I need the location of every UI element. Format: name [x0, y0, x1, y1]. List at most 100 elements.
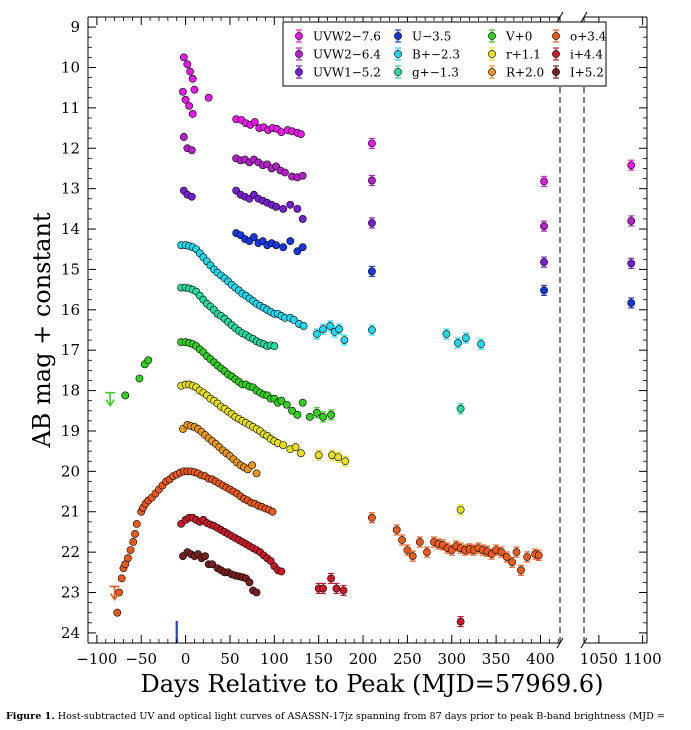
data-point [334, 453, 343, 462]
legend-label: r+1.1 [506, 48, 541, 62]
legend-label: V+0 [505, 30, 532, 44]
data-point [442, 330, 451, 338]
legend-entry: I+5.2 [552, 65, 604, 80]
y-tick-label: 24 [61, 624, 80, 642]
light-curve-chart: 9 10 11 12 13 14 15 16 17 18 19 20 21 22 23 24 −100 −50 0 5… [28, 11, 662, 698]
legend-marker [488, 32, 496, 40]
y-tick-label: 13 [61, 180, 80, 198]
legend-label: B+−2.3 [412, 48, 460, 62]
y-tick-label: 16 [61, 301, 80, 319]
y-tick-label: 10 [61, 58, 80, 76]
data-point [293, 410, 302, 419]
x-tick-label: −100 [76, 650, 117, 668]
y-tick-label: 20 [61, 462, 80, 480]
data-point [392, 526, 401, 534]
data-point [279, 243, 288, 252]
arrow-head [105, 399, 115, 408]
legend: UVW2−7.6 UVW2−6.4 UVW1−5.2 U−3.5 B+−2.3 g+−1.… [282, 21, 607, 87]
data-point [187, 146, 196, 155]
upper-limit-arrow [105, 391, 116, 408]
data-point [340, 336, 349, 344]
legend-entry: B+−2.3 [394, 47, 460, 62]
y-tick-label: 14 [61, 220, 80, 238]
data-point [115, 588, 123, 597]
break-mark [580, 11, 588, 23]
data-point [456, 404, 465, 413]
data-point [282, 400, 291, 409]
series-4 [177, 241, 485, 350]
x-tick-label: 1050 [580, 650, 618, 668]
data-point [252, 469, 261, 478]
y-tick-label: 19 [61, 422, 80, 440]
legend-label: UVW1−5.2 [313, 66, 381, 80]
data-point [540, 258, 548, 267]
upper-limit-arrow [109, 585, 120, 601]
data-point [293, 204, 302, 213]
data-point [627, 299, 636, 307]
series-5 [177, 283, 465, 415]
series-3 [232, 229, 636, 309]
data-point [144, 356, 153, 365]
y-axis-label: AB mag + constant [28, 212, 56, 448]
data-point [368, 176, 376, 185]
data-point [113, 608, 122, 617]
data-point [313, 330, 321, 338]
data-point [279, 441, 288, 450]
data-point [126, 546, 135, 555]
data-point [423, 548, 431, 557]
x-tick-label: 250 [393, 650, 422, 668]
data-point [368, 219, 376, 227]
data-point [339, 586, 348, 595]
data-point [268, 507, 277, 516]
data-point [250, 233, 258, 242]
legend-marker [394, 32, 402, 40]
data-point [288, 406, 296, 415]
data-point [408, 552, 417, 561]
x-tick-label: 350 [482, 650, 511, 668]
data-point [272, 202, 280, 211]
data-point [305, 412, 314, 421]
legend-marker [488, 50, 496, 58]
series-1 [179, 133, 636, 232]
legend-marker [552, 68, 560, 76]
legend-marker [394, 68, 402, 76]
data-point [291, 443, 300, 452]
series-11 [179, 548, 261, 597]
caption-label: Figure 1. [6, 711, 55, 722]
data-point [540, 286, 548, 295]
data-point [298, 243, 307, 252]
legend-entry: g+−1.3 [394, 65, 459, 80]
data-point [627, 217, 636, 225]
data-point [298, 171, 307, 180]
legend-marker [488, 68, 496, 76]
legend-entry: i+4.4 [552, 47, 603, 62]
data-point [289, 316, 298, 324]
data-point [335, 325, 343, 334]
data-point [368, 513, 376, 522]
data-point [270, 342, 279, 351]
data-point [456, 617, 465, 626]
series-2 [179, 186, 636, 269]
data-point [117, 574, 126, 583]
legend-marker [295, 50, 303, 58]
x-tick-label: 1100 [624, 650, 662, 668]
data-point [508, 558, 516, 567]
data-point [299, 322, 308, 330]
data-point [326, 322, 335, 330]
y-tick-label: 17 [61, 341, 80, 359]
y-tick-label: 21 [61, 503, 80, 521]
data-point [627, 161, 636, 170]
data-point [281, 168, 289, 177]
data-point [277, 396, 286, 405]
x-tick-label: 400 [526, 650, 555, 668]
data-point [517, 566, 525, 575]
x-axis-label: Days Relative to Peak (MJD=57969.6) [140, 670, 603, 698]
legend-entry: r+1.1 [488, 47, 541, 62]
legend-marker [552, 50, 560, 58]
data-point [327, 574, 335, 583]
data-point [293, 247, 302, 256]
legend-entry: U−3.5 [394, 29, 451, 44]
data-point [201, 552, 210, 561]
legend-entry: o+3.4 [552, 29, 607, 44]
data-point [314, 451, 323, 460]
